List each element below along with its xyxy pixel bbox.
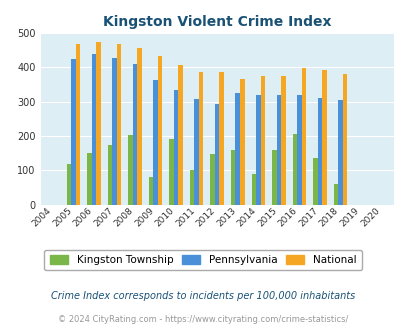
Bar (235, 93, 239, 205)
Bar (214, 104, 219, 205)
Bar (75, 44, 80, 205)
Bar (87, 153, 92, 205)
Bar (260, 76, 264, 205)
Bar (158, 56, 162, 205)
Bar (276, 95, 280, 205)
Bar (132, 64, 137, 205)
Bar (92, 53, 96, 205)
Bar (137, 48, 141, 205)
Bar (296, 95, 301, 205)
Bar (66, 164, 71, 205)
Bar (337, 100, 342, 205)
Bar (312, 158, 317, 205)
Bar (190, 170, 194, 205)
Bar (219, 72, 224, 205)
Bar (117, 44, 121, 205)
Bar (230, 150, 235, 205)
Legend: Kingston Township, Pennsylvania, National: Kingston Township, Pennsylvania, Nationa… (44, 250, 361, 270)
Bar (96, 42, 100, 205)
Bar (194, 99, 198, 205)
Bar (251, 174, 256, 205)
Bar (153, 80, 158, 205)
Bar (128, 135, 132, 205)
Bar (210, 154, 214, 205)
Bar (342, 74, 346, 205)
Bar (198, 72, 203, 205)
Bar (292, 134, 296, 205)
Bar (256, 95, 260, 205)
Bar (178, 65, 183, 205)
Bar (271, 150, 276, 205)
Title: Kingston Violent Crime Index: Kingston Violent Crime Index (103, 15, 330, 29)
Bar (149, 177, 153, 205)
Bar (239, 79, 244, 205)
Bar (107, 145, 112, 205)
Bar (173, 90, 178, 205)
Text: © 2024 CityRating.com - https://www.cityrating.com/crime-statistics/: © 2024 CityRating.com - https://www.city… (58, 315, 347, 324)
Bar (112, 58, 117, 205)
Text: Crime Index corresponds to incidents per 100,000 inhabitants: Crime Index corresponds to incidents per… (51, 291, 354, 301)
Bar (301, 68, 305, 205)
Bar (333, 184, 337, 205)
Bar (317, 98, 321, 205)
Bar (169, 139, 173, 205)
Bar (280, 76, 285, 205)
Bar (321, 70, 326, 205)
Bar (71, 59, 75, 205)
